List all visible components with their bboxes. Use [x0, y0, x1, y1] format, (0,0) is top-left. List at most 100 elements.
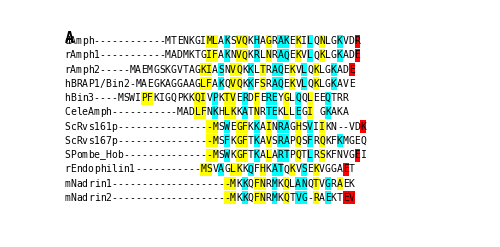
Text: I: I	[135, 93, 141, 103]
Bar	[254, 120, 260, 133]
Bar	[325, 92, 331, 105]
Bar	[224, 191, 230, 205]
Text: F: F	[254, 93, 260, 103]
Bar	[230, 106, 236, 119]
Text: -: -	[182, 136, 188, 146]
Text: N: N	[272, 122, 278, 132]
Text: -: -	[159, 179, 165, 189]
Text: M: M	[135, 79, 141, 89]
Text: E: E	[342, 193, 348, 203]
Bar	[278, 63, 283, 76]
Text: i: i	[106, 165, 112, 174]
Text: -: -	[141, 136, 147, 146]
Bar	[278, 120, 283, 133]
Text: -: -	[141, 36, 147, 46]
Text: Y: Y	[278, 93, 283, 103]
Text: -: -	[147, 193, 153, 203]
Text: V: V	[230, 93, 236, 103]
Text: K: K	[325, 107, 331, 117]
Text: G: G	[331, 50, 336, 61]
Bar	[242, 177, 248, 190]
Text: K: K	[278, 179, 283, 189]
Bar	[284, 35, 290, 48]
Text: R: R	[266, 179, 272, 189]
Text: P: P	[70, 150, 76, 160]
Text: K: K	[337, 136, 342, 146]
Bar	[248, 63, 254, 76]
Text: -: -	[188, 179, 194, 189]
Text: I: I	[313, 122, 319, 132]
Text: Q: Q	[313, 36, 319, 46]
Bar	[260, 77, 266, 90]
Text: 1: 1	[94, 136, 100, 146]
Text: I: I	[360, 150, 366, 160]
Text: -: -	[141, 150, 147, 160]
Bar	[296, 35, 301, 48]
Text: K: K	[248, 50, 254, 61]
Bar	[307, 106, 313, 119]
Text: -: -	[188, 136, 194, 146]
Text: G: G	[153, 79, 159, 89]
Text: -: -	[171, 179, 176, 189]
Bar	[296, 191, 301, 205]
Bar	[284, 191, 290, 205]
Text: K: K	[248, 65, 254, 75]
Text: a: a	[76, 179, 82, 189]
Text: 3: 3	[88, 93, 94, 103]
Bar	[272, 163, 278, 176]
Text: A: A	[212, 79, 218, 89]
Text: H: H	[218, 107, 224, 117]
Text: R: R	[278, 122, 283, 132]
Text: A: A	[272, 79, 278, 89]
Text: i: i	[112, 79, 117, 89]
Text: L: L	[325, 36, 331, 46]
Bar	[278, 49, 283, 62]
Bar	[313, 177, 319, 190]
Bar	[206, 49, 212, 62]
Text: A: A	[284, 122, 290, 132]
Text: K: K	[325, 150, 331, 160]
Text: L: L	[212, 36, 218, 46]
Text: V: V	[342, 36, 348, 46]
Text: K: K	[296, 50, 301, 61]
Bar	[348, 191, 354, 205]
Bar	[254, 35, 260, 48]
Text: S: S	[64, 136, 70, 146]
Text: r: r	[64, 165, 70, 174]
Text: H: H	[106, 150, 112, 160]
Text: L: L	[290, 179, 295, 189]
Text: Q: Q	[278, 79, 283, 89]
Text: -: -	[130, 36, 135, 46]
Text: G: G	[236, 122, 242, 132]
Bar	[342, 191, 348, 205]
Text: r: r	[88, 179, 94, 189]
Text: T: T	[284, 150, 290, 160]
Text: D: D	[248, 93, 254, 103]
Text: -: -	[206, 122, 212, 132]
Text: p: p	[112, 136, 117, 146]
Text: K: K	[236, 165, 242, 174]
Bar	[206, 63, 212, 76]
Text: G: G	[165, 93, 170, 103]
Text: F: F	[212, 50, 218, 61]
Text: L: L	[307, 93, 313, 103]
Bar	[200, 63, 206, 76]
Text: N: N	[254, 107, 260, 117]
Bar	[194, 92, 200, 105]
Text: S: S	[159, 65, 165, 75]
Text: _: _	[100, 150, 105, 160]
Text: -: -	[124, 122, 129, 132]
Text: K: K	[313, 165, 319, 174]
Text: 7: 7	[106, 136, 112, 146]
Text: c: c	[70, 136, 76, 146]
Bar	[278, 149, 283, 162]
Bar	[284, 106, 290, 119]
Text: K: K	[325, 122, 331, 132]
Text: P: P	[176, 93, 182, 103]
Text: d: d	[82, 193, 87, 203]
Text: K: K	[278, 193, 283, 203]
Text: -: -	[188, 122, 194, 132]
Text: T: T	[248, 136, 254, 146]
Bar	[307, 92, 313, 105]
Text: -: -	[118, 122, 124, 132]
